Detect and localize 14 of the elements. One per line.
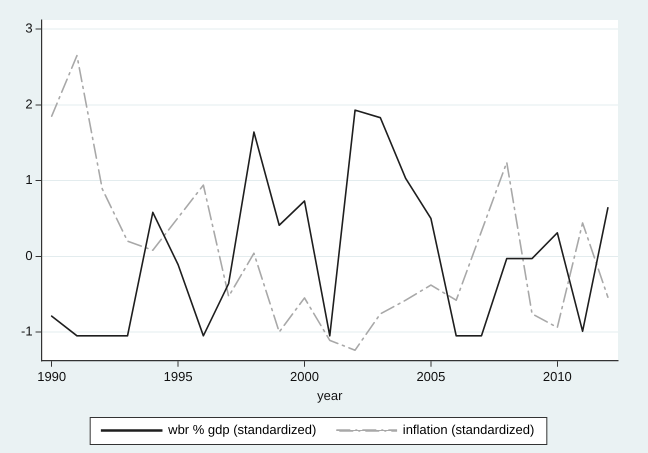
legend-label: wbr % gdp (standardized) (167, 422, 316, 438)
legend-label: inflation (standardized) (402, 422, 534, 438)
y-tick-label: 2 (25, 96, 33, 112)
y-tick-label: -1 (20, 324, 33, 339)
x-axis-title: year (317, 388, 344, 403)
line-series (50, 54, 609, 351)
x-tick-label: 2005 (416, 369, 446, 384)
x-tick-label: 2000 (290, 369, 319, 384)
x-tick-label: 1990 (37, 369, 66, 384)
x-tick-label: 2010 (542, 369, 572, 384)
y-tick-label: 1 (25, 172, 33, 188)
y-tick-label: 3 (25, 20, 33, 36)
y-tick-label: 0 (25, 248, 33, 263)
x-tick-label: 1995 (164, 369, 193, 384)
